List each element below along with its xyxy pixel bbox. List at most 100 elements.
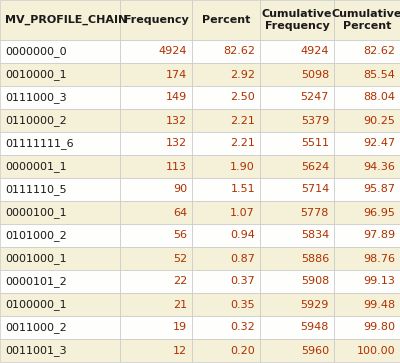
Text: 132: 132 <box>166 139 187 148</box>
Text: 2.21: 2.21 <box>230 115 255 126</box>
Bar <box>120 178 192 201</box>
Text: 5098: 5098 <box>301 69 329 79</box>
Text: 0000100_1: 0000100_1 <box>5 207 67 218</box>
Bar <box>192 316 260 339</box>
Bar <box>260 293 334 316</box>
Text: 113: 113 <box>166 162 187 171</box>
Bar <box>0 201 120 224</box>
Bar <box>120 109 192 132</box>
Bar <box>192 109 260 132</box>
Bar <box>120 86 192 109</box>
Text: 0000101_2: 0000101_2 <box>5 276 67 287</box>
Bar <box>120 201 192 224</box>
Text: 132: 132 <box>166 115 187 126</box>
Bar <box>0 224 120 247</box>
Text: 5247: 5247 <box>301 93 329 102</box>
Text: 0100000_1: 0100000_1 <box>5 299 67 310</box>
Bar <box>192 86 260 109</box>
Bar <box>260 201 334 224</box>
Text: Percent: Percent <box>202 15 250 25</box>
Text: 5948: 5948 <box>301 322 329 333</box>
Bar <box>334 201 400 224</box>
Bar <box>0 109 120 132</box>
Bar <box>260 109 334 132</box>
Bar <box>334 40 400 63</box>
Bar <box>0 155 120 178</box>
Bar <box>260 132 334 155</box>
Text: 19: 19 <box>173 322 187 333</box>
Text: 82.62: 82.62 <box>363 46 395 57</box>
Bar <box>120 63 192 86</box>
Bar <box>260 63 334 86</box>
Text: 01111111_6: 01111111_6 <box>5 138 74 149</box>
Text: 82.62: 82.62 <box>223 46 255 57</box>
Bar <box>120 247 192 270</box>
Bar <box>120 132 192 155</box>
Bar <box>334 109 400 132</box>
Bar <box>260 155 334 178</box>
Bar <box>0 247 120 270</box>
Bar <box>0 63 120 86</box>
Bar <box>334 247 400 270</box>
Bar <box>334 86 400 109</box>
Text: 0101000_2: 0101000_2 <box>5 230 67 241</box>
Text: 0000001_1: 0000001_1 <box>5 161 67 172</box>
Text: 0000000_0: 0000000_0 <box>5 46 67 57</box>
Text: 0111000_3: 0111000_3 <box>5 92 67 103</box>
Text: 92.47: 92.47 <box>363 139 395 148</box>
Text: 56: 56 <box>173 231 187 241</box>
Text: 0.20: 0.20 <box>230 346 255 355</box>
Text: 90.25: 90.25 <box>363 115 395 126</box>
Text: 2.50: 2.50 <box>230 93 255 102</box>
Text: 5511: 5511 <box>301 139 329 148</box>
Text: 5960: 5960 <box>301 346 329 355</box>
Bar <box>334 63 400 86</box>
Text: 85.54: 85.54 <box>363 69 395 79</box>
Text: 0.87: 0.87 <box>230 253 255 264</box>
Bar <box>334 339 400 362</box>
Text: 12: 12 <box>173 346 187 355</box>
Bar <box>0 0 120 40</box>
Bar <box>260 316 334 339</box>
Bar <box>260 86 334 109</box>
Text: 174: 174 <box>166 69 187 79</box>
Bar <box>120 270 192 293</box>
Text: 100.00: 100.00 <box>356 346 395 355</box>
Bar <box>334 155 400 178</box>
Bar <box>192 224 260 247</box>
Text: 5834: 5834 <box>301 231 329 241</box>
Text: 0010000_1: 0010000_1 <box>5 69 67 80</box>
Text: 96.95: 96.95 <box>363 208 395 217</box>
Text: 2.92: 2.92 <box>230 69 255 79</box>
Text: 21: 21 <box>173 299 187 310</box>
Text: 95.87: 95.87 <box>363 184 395 195</box>
Bar <box>334 224 400 247</box>
Bar <box>0 178 120 201</box>
Text: 149: 149 <box>166 93 187 102</box>
Text: 0111110_5: 0111110_5 <box>5 184 67 195</box>
Text: 2.21: 2.21 <box>230 139 255 148</box>
Text: Frequency: Frequency <box>124 15 188 25</box>
Bar <box>260 339 334 362</box>
Bar <box>192 270 260 293</box>
Bar <box>260 270 334 293</box>
Bar <box>192 155 260 178</box>
Text: 5908: 5908 <box>301 277 329 286</box>
Text: 0011001_3: 0011001_3 <box>5 345 67 356</box>
Bar <box>334 316 400 339</box>
Text: 99.80: 99.80 <box>363 322 395 333</box>
Bar <box>192 132 260 155</box>
Bar <box>260 0 334 40</box>
Text: Cumulative
Percent: Cumulative Percent <box>332 9 400 31</box>
Text: 4924: 4924 <box>300 46 329 57</box>
Text: 0.37: 0.37 <box>230 277 255 286</box>
Text: 1.07: 1.07 <box>230 208 255 217</box>
Bar <box>260 247 334 270</box>
Bar <box>120 316 192 339</box>
Text: 0.32: 0.32 <box>230 322 255 333</box>
Bar <box>192 247 260 270</box>
Bar <box>0 270 120 293</box>
Bar <box>192 293 260 316</box>
Bar <box>0 339 120 362</box>
Bar <box>120 155 192 178</box>
